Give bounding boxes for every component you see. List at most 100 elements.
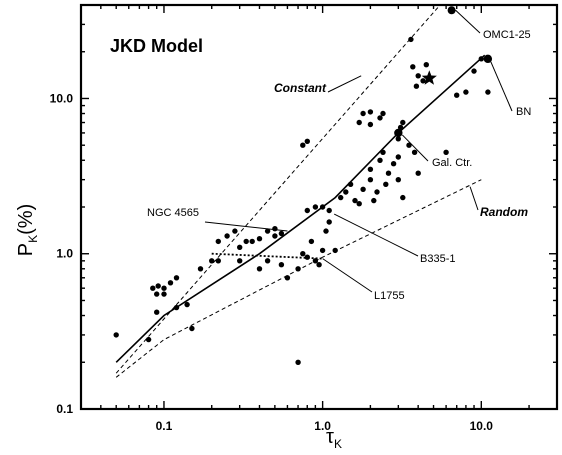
series-label-random: Random — [480, 205, 528, 219]
data-point — [256, 266, 263, 272]
data-point — [209, 258, 215, 264]
data-point — [408, 36, 414, 43]
data-point — [406, 142, 412, 148]
y-tick-label: 1.0 — [56, 247, 73, 261]
annotation-l1755: L1755 — [374, 290, 405, 302]
data-point — [347, 181, 354, 187]
data-point — [463, 89, 469, 95]
data-point — [385, 170, 392, 176]
data-point — [300, 251, 306, 257]
x-tick-label: 1.0 — [314, 419, 331, 433]
data-point — [189, 325, 195, 332]
data-point — [154, 291, 160, 297]
data-point — [184, 301, 190, 308]
annotation-bn: BN — [516, 106, 531, 118]
x-axis-label: τK — [326, 426, 342, 451]
b335-leader — [333, 213, 419, 257]
data-point — [264, 258, 271, 264]
data-point — [383, 181, 389, 187]
series-label-constant: Constant — [274, 81, 327, 95]
data-point — [264, 228, 271, 234]
annotation-omc1-25: OMC1-25 — [483, 29, 531, 41]
star-marker — [421, 70, 437, 85]
data-point — [415, 73, 421, 79]
chart-title: JKD Model — [110, 36, 203, 56]
data-point — [356, 201, 362, 207]
gal-ctr-marker — [394, 128, 403, 138]
data-point — [295, 359, 301, 365]
data-point — [300, 142, 306, 148]
random-model-line — [115, 179, 482, 378]
data-point — [332, 247, 338, 254]
annotation-ngc-4565: NGC 4565 — [147, 207, 199, 219]
data-point — [155, 283, 161, 289]
data-point — [272, 226, 278, 232]
data-point — [400, 119, 406, 126]
data-point — [380, 110, 386, 117]
data-point — [323, 228, 329, 234]
data-point — [367, 109, 374, 115]
data-point — [256, 236, 263, 242]
data-point — [478, 56, 484, 62]
data-point — [326, 219, 332, 225]
data-point — [161, 291, 167, 297]
data-point — [352, 197, 358, 204]
data-point — [161, 285, 167, 291]
data-point — [485, 89, 491, 95]
data-point — [374, 189, 380, 195]
data-point — [395, 154, 401, 160]
omc-marker — [447, 6, 456, 15]
annotation-b335-1: B335-1 — [420, 253, 455, 265]
data-point — [295, 266, 301, 272]
data-point — [308, 238, 315, 245]
data-point — [304, 207, 310, 214]
annotation-gal-ctr: Gal. Ctr. — [432, 157, 472, 169]
jkd-model-line — [115, 54, 486, 363]
data-point — [113, 332, 119, 338]
data-point — [312, 258, 319, 264]
data-point — [377, 115, 383, 121]
data-point — [319, 247, 326, 254]
data-point — [411, 149, 418, 155]
data-point — [319, 204, 326, 210]
series-curves — [115, 4, 486, 378]
data-point — [304, 254, 310, 260]
data-point — [454, 92, 460, 98]
x-tick-label: 10.0 — [470, 419, 494, 433]
annotation-leaders — [204, 9, 513, 293]
data-point — [232, 228, 238, 234]
data-point — [154, 309, 160, 315]
data-point — [415, 170, 421, 176]
l1755-leader — [322, 258, 373, 293]
y-axis-label: PK(%) — [15, 204, 40, 256]
data-point — [395, 136, 401, 142]
data-point — [390, 161, 397, 167]
data-point — [410, 64, 416, 70]
data-point — [215, 238, 221, 245]
data-point — [197, 266, 204, 272]
data-point — [380, 149, 386, 155]
ngc-leader — [204, 221, 288, 232]
data-point — [371, 197, 377, 204]
data-point — [278, 262, 285, 268]
data-point — [377, 157, 383, 163]
data-point — [237, 244, 243, 250]
x-tick-label: 0.1 — [156, 419, 173, 433]
data-point — [326, 207, 332, 214]
data-point — [173, 275, 180, 281]
gal-ctr-leader — [401, 134, 429, 162]
random-leader — [469, 186, 479, 211]
constant-leader — [327, 75, 362, 93]
data-point — [423, 61, 429, 68]
data-point — [338, 194, 344, 201]
data-points — [113, 6, 493, 365]
constant-model-line — [115, 4, 441, 374]
data-point — [316, 262, 322, 268]
data-point — [367, 177, 374, 183]
y-tick-label: 0.1 — [56, 402, 73, 416]
data-point — [167, 280, 174, 286]
data-point — [420, 78, 426, 84]
data-point — [243, 238, 249, 245]
data-point — [395, 177, 401, 183]
